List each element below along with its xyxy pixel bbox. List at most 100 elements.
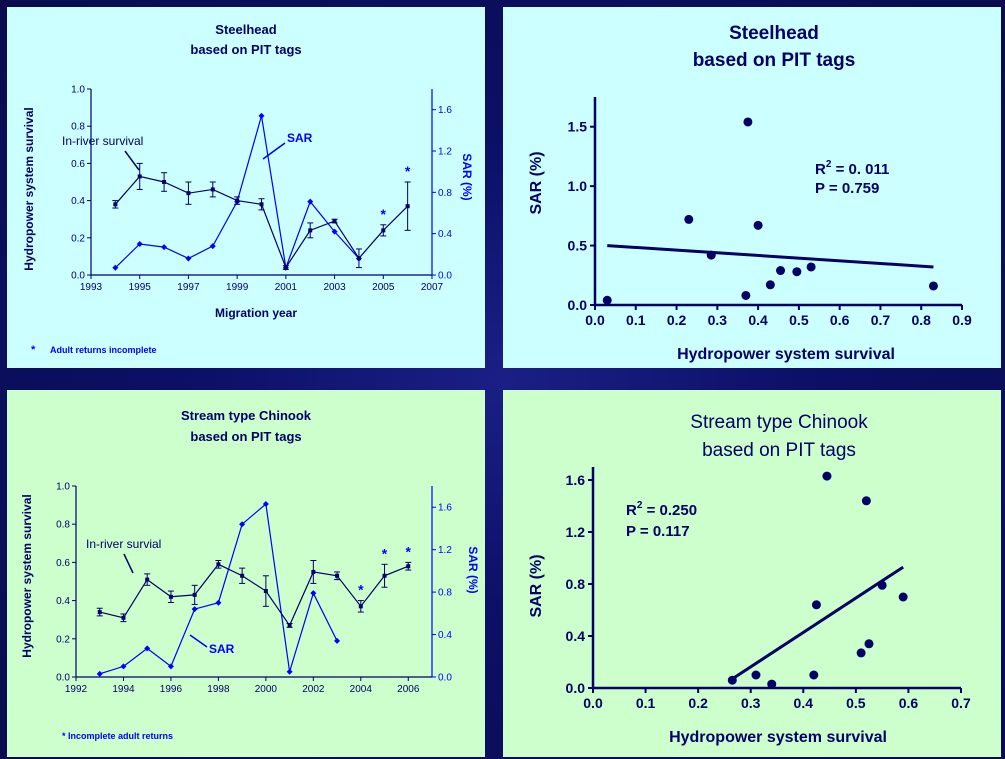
incomplete-asterisk: * [358,582,364,598]
x-tick-label: 2005 [372,282,395,293]
x-axis-label: Hydropower system survival [677,346,895,363]
footnote: * Incomplete adult returns [62,731,173,741]
chart-title: Steelhead [729,23,819,44]
y-axis-label: SAR (%) [528,554,545,617]
survival-point [332,219,337,224]
x-tick-label: 0.7 [951,695,971,711]
y-tick-label: 1.2 [566,524,586,540]
y-tick-label: 0.8 [56,520,70,531]
x-tick-label: 0.6 [830,312,850,328]
scatter-point [767,679,777,689]
x-tick-label: 2001 [275,282,298,293]
survival-point [210,187,215,192]
x-tick-label: 0.1 [636,695,656,711]
x-tick-label: 1999 [226,282,249,293]
scatter-point [811,600,821,610]
survival-point [192,592,197,597]
survival-point [162,180,167,184]
y2-tick-label: 0.8 [438,588,452,599]
scatter-point [602,295,612,305]
sar-point [144,645,151,652]
x-tick-label: 0.1 [626,312,646,328]
x-tick-label: 2002 [302,684,325,695]
sar-point [258,112,265,119]
incomplete-asterisk: * [406,543,412,559]
annotation-sar: SAR [209,642,235,656]
scatter-point [684,214,694,224]
incomplete-asterisk: * [382,545,388,561]
x-tick-label: 2000 [255,684,278,695]
sar-point [307,198,314,205]
survival-point [311,569,316,574]
annotation-arrow-inriver [123,553,134,574]
y-tick-label: 0.6 [71,159,85,170]
footnote: Adult returns incomplete [50,345,157,355]
y-tick-label: 0.5 [568,238,588,254]
scatter-point [928,281,938,291]
scatter-point [856,648,866,658]
sar-point [209,243,216,250]
annotation-arrow-inriver [124,150,140,171]
survival-point [283,265,288,270]
chart-title: Stream type Chinook [181,408,312,423]
y2-tick-label: 1.6 [438,503,452,514]
x-tick-label: 0.8 [911,312,931,328]
scatter-point [765,280,775,290]
x-tick-label: 0.9 [952,312,972,328]
survival-point [358,604,363,609]
panel-background [7,390,485,757]
steelhead-scatter-chart: Steelhead based on PIT tags Hydropower s… [503,7,1001,368]
y-tick-label: 0.0 [56,673,70,684]
plot-area: 0.0 0.4 0.8 1.2 1.6 0.0 0.1 0.2 0.3 0.4 0.5 0.6 0.7 [566,467,971,711]
y-axis-label: Hydropower system survival [22,107,36,270]
plot-area: 0.0 0.5 1.0 1.5 0.0 0.1 0.2 0.3 0.4 0.5 0.6 0.7 0.8 0… [568,97,972,328]
x-tick-label: 1995 [129,282,152,293]
incomplete-asterisk: * [381,206,387,222]
y-tick-label: 1.6 [566,472,586,488]
chart-subtitle: based on PIT tags [693,50,856,71]
scatter-point [806,262,816,272]
sar-point [310,590,317,597]
scatter-point [706,250,716,260]
regression-line [607,244,934,269]
x-tick-label: 0.2 [688,695,708,711]
y2-tick-label: 0.4 [438,229,452,240]
sar-point [136,241,143,247]
survival-point [113,202,118,207]
scatter-point [809,670,819,680]
y-axis-label: SAR (%) [528,151,545,214]
y-tick-label: 0.4 [566,628,586,644]
y-axis-label: Hydropower system survival [20,494,34,657]
y-tick-label: 0.2 [71,233,85,244]
scatter-point [743,117,753,127]
annotation-arrow-sar [262,142,286,160]
y2-tick-label: 0.0 [438,271,452,282]
y-tick-label: 1.0 [568,178,588,194]
scatter-point [776,266,786,276]
x-tick-label: 1993 [80,282,103,293]
scatter-point [753,220,763,230]
sar-point [112,264,119,271]
survival-point [168,594,173,599]
survival-point [382,573,387,578]
y2-tick-label: 1.2 [438,147,452,158]
scatter-point [864,639,874,649]
p-value-label: P = 0.759 [815,180,879,197]
survival-point [235,198,240,203]
y2-axis-label: SAR (%) [466,546,480,593]
panel-background [7,7,485,368]
sar-point [185,255,192,262]
y-tick-label: 0.6 [56,558,70,569]
chart-subtitle: based on PIT tags [190,429,301,444]
panel-background [503,390,1001,757]
survival-point [259,202,264,207]
scatter-point [751,670,761,680]
x-tick-label: 0.3 [708,312,728,328]
survival-point [308,228,313,233]
p-value-label: P = 0.117 [626,523,690,540]
scatter-point [861,496,871,506]
panel-background [503,7,1001,368]
x-tick-label: 1994 [112,684,135,695]
y2-tick-label: 0.8 [438,188,452,199]
scatter-point [822,471,832,481]
